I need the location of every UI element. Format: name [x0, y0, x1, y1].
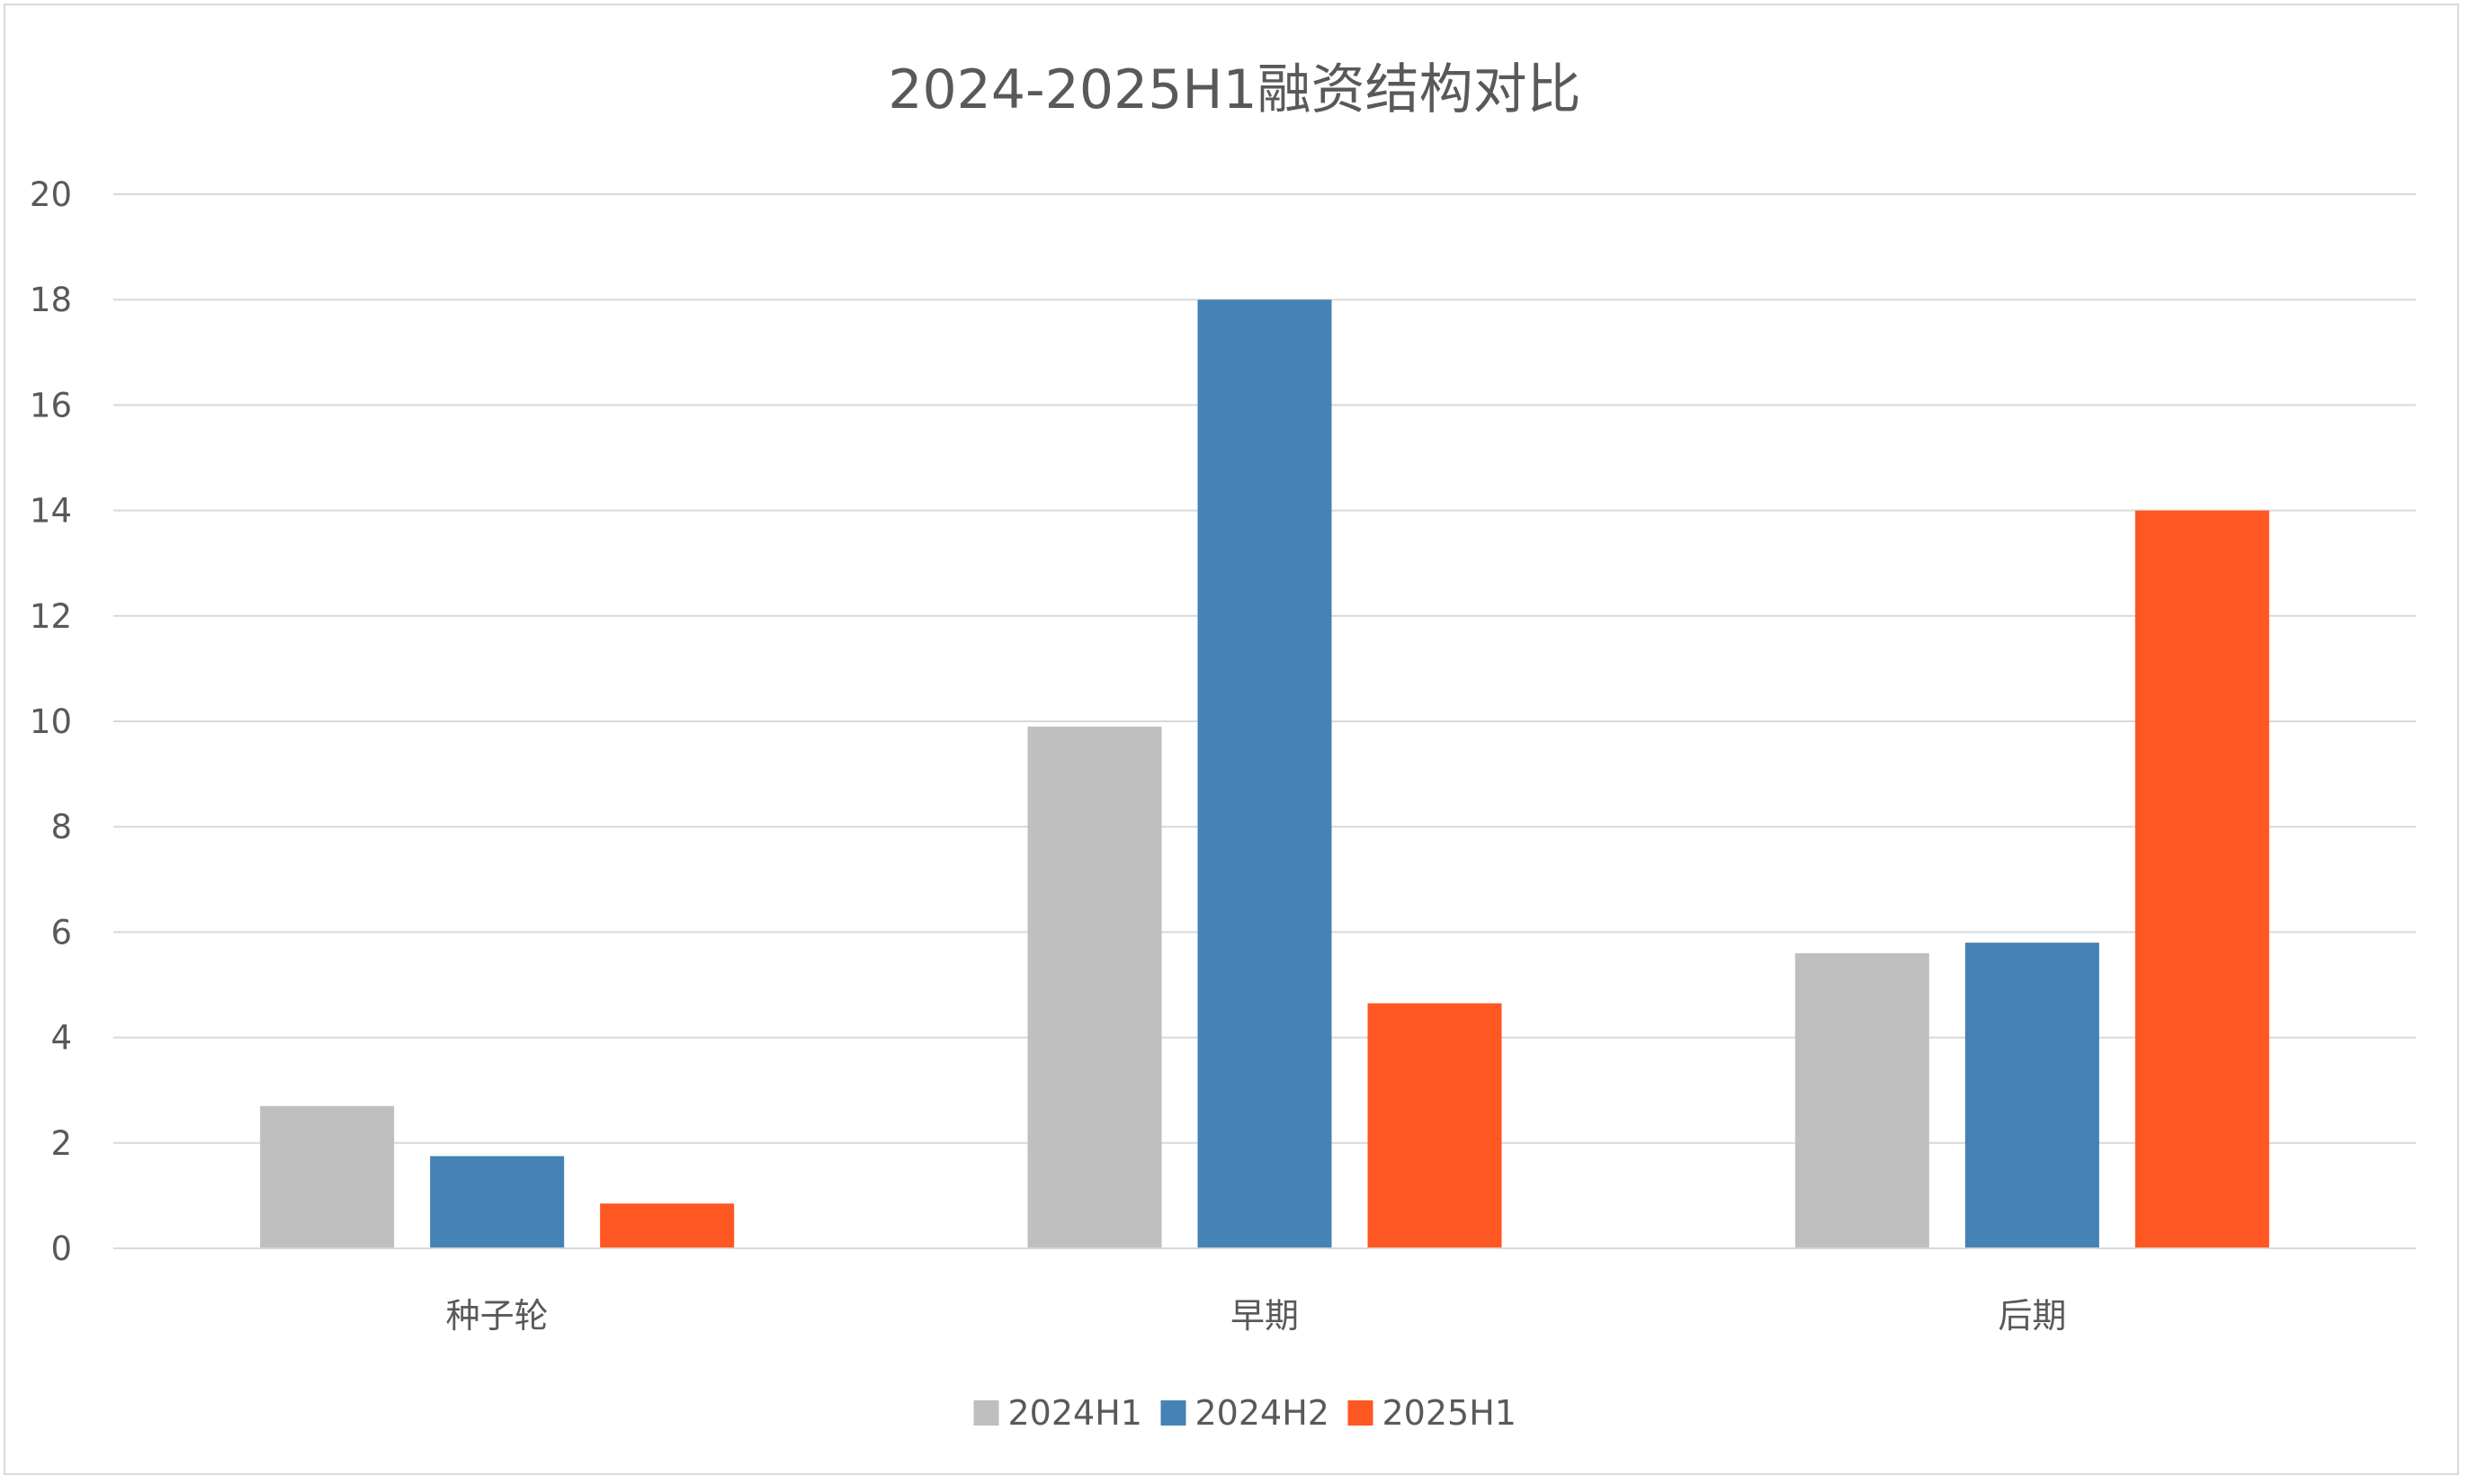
- x-category-label: 种子轮: [446, 1296, 549, 1336]
- legend: 2024H1 2024H2 2025H1: [973, 1393, 1516, 1433]
- bar-2024H1-种子轮: [260, 1105, 395, 1248]
- y-tick-label: 10: [30, 702, 72, 741]
- legend-swatch: [1160, 1400, 1186, 1426]
- y-tick-label: 20: [30, 175, 72, 214]
- legend-label: 2024H1: [1008, 1393, 1142, 1433]
- y-axis-ticks: 0 2 4 6 8 10 12 14 16 18 20: [30, 175, 72, 1268]
- legend-label: 2025H1: [1382, 1393, 1516, 1433]
- x-axis-categories: 种子轮 早期 后期: [446, 1296, 2067, 1336]
- y-tick-label: 2: [50, 1124, 72, 1163]
- y-tick-label: 16: [30, 386, 72, 425]
- y-tick-label: 6: [50, 913, 72, 952]
- bar-2025H1-后期: [2134, 510, 2269, 1248]
- y-tick-label: 8: [50, 808, 72, 846]
- chart-title: 2024-2025H1融资结构对比: [888, 58, 1581, 121]
- bar-2024H2-早期: [1197, 299, 1332, 1249]
- bar-2024H1-早期: [1027, 726, 1162, 1248]
- bar-2024H2-后期: [1964, 943, 2099, 1248]
- bar-2025H1-早期: [1367, 1003, 1502, 1248]
- x-category-label: 早期: [1230, 1296, 1299, 1336]
- legend-label: 2024H2: [1195, 1393, 1329, 1433]
- bar-2025H1-种子轮: [600, 1203, 735, 1248]
- y-tick-label: 12: [30, 597, 72, 636]
- y-tick-label: 18: [30, 281, 72, 319]
- y-tick-label: 14: [30, 492, 72, 531]
- x-category-label: 后期: [1998, 1296, 2066, 1336]
- y-tick-label: 4: [50, 1019, 72, 1058]
- legend-swatch: [1347, 1400, 1373, 1426]
- legend-swatch: [973, 1400, 999, 1426]
- bars: [260, 299, 2269, 1249]
- bar-2024H2-种子轮: [430, 1156, 565, 1248]
- y-tick-label: 0: [50, 1229, 72, 1268]
- bar-2024H1-后期: [1794, 952, 1929, 1248]
